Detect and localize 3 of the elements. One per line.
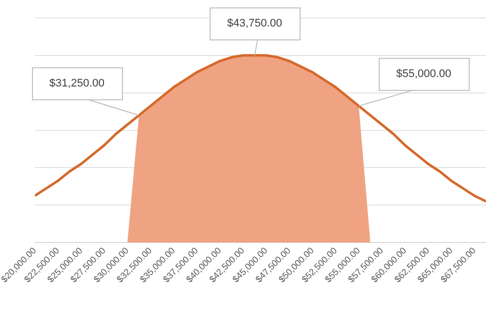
annotation: $55,000.00 (396, 68, 452, 80)
annotation: $31,250.00 (49, 77, 104, 90)
annotation: $43,750.00 (227, 17, 282, 30)
